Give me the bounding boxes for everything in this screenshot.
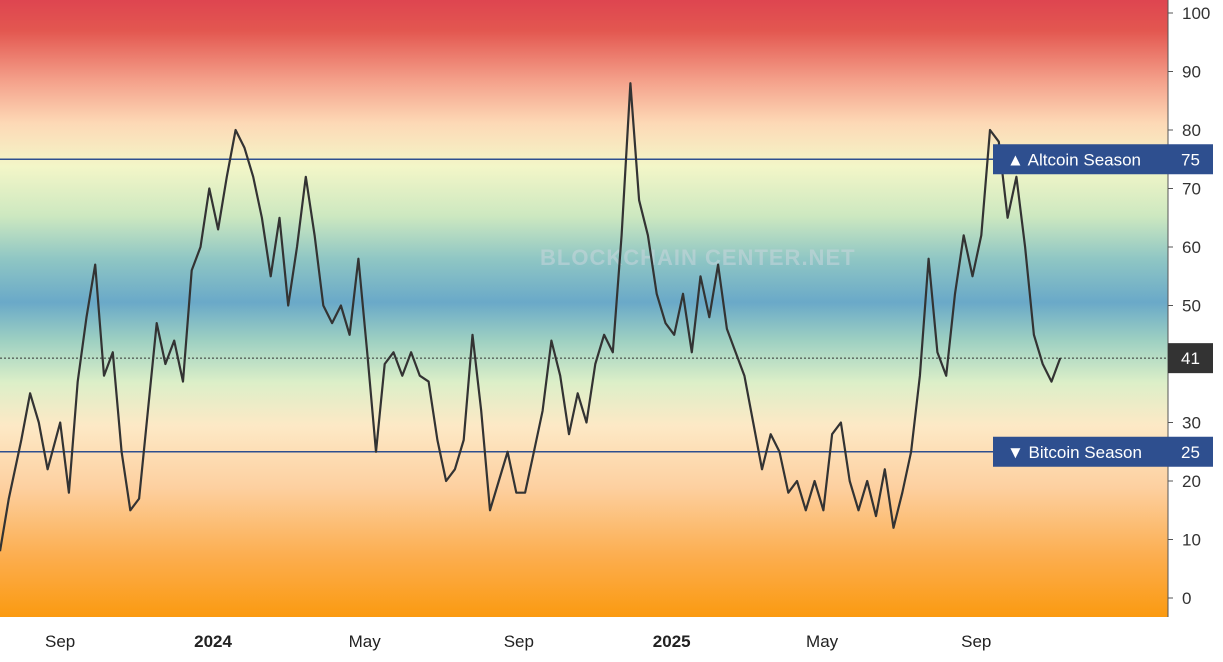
y-axis-ticks: 0102030405060708090100 [1168,4,1210,608]
y-tick-label: 80 [1182,121,1201,140]
y-tick-label: 20 [1182,472,1201,491]
current-value-badge: 41 [1168,343,1213,374]
y-tick-label: 70 [1182,180,1201,199]
threshold-tag [993,436,1213,467]
current-value-label: 41 [1181,349,1200,368]
threshold-tag [993,144,1213,175]
x-axis-panel [0,617,1223,662]
watermark-text: BLOCKCHAIN CENTER.NET [540,245,856,270]
y-tick-label: 90 [1182,63,1201,82]
y-tick-label: 100 [1182,4,1210,23]
watermark: BLOCKCHAIN CENTER.NET [540,245,856,270]
threshold-tag-label: ▼ Bitcoin Season [1007,443,1142,462]
y-tick-label: 10 [1182,531,1201,550]
y-tick-label: 50 [1182,297,1201,316]
series-line [0,82,1062,552]
threshold-tag-value: 75 [1181,150,1200,169]
y-axis-panel [1168,0,1223,617]
x-tick-label: May [806,632,839,651]
x-axis-ticks: Sep 2024 May Sep 2025 May Sep [45,632,991,651]
x-tick-label: Sep [45,632,75,651]
x-tick-label: 2024 [194,632,232,651]
x-tick-label: 2025 [653,632,691,651]
threshold-tag-value: 25 [1181,443,1200,462]
chart-background [0,0,1168,617]
y-tick-label: 0 [1182,589,1191,608]
x-tick-label: Sep [504,632,534,651]
x-tick-label: Sep [961,632,991,651]
threshold-tag-label: ▲ Altcoin Season [1007,150,1141,169]
x-tick-label: May [349,632,382,651]
y-tick-label: 30 [1182,414,1201,433]
threshold-tags: ▲ Altcoin Season 75 ▼ Bitcoin Season 25 [993,144,1213,467]
threshold-lines [0,158,1168,453]
current-value-badge-bg [1168,343,1213,374]
y-tick-label: 60 [1182,238,1201,257]
